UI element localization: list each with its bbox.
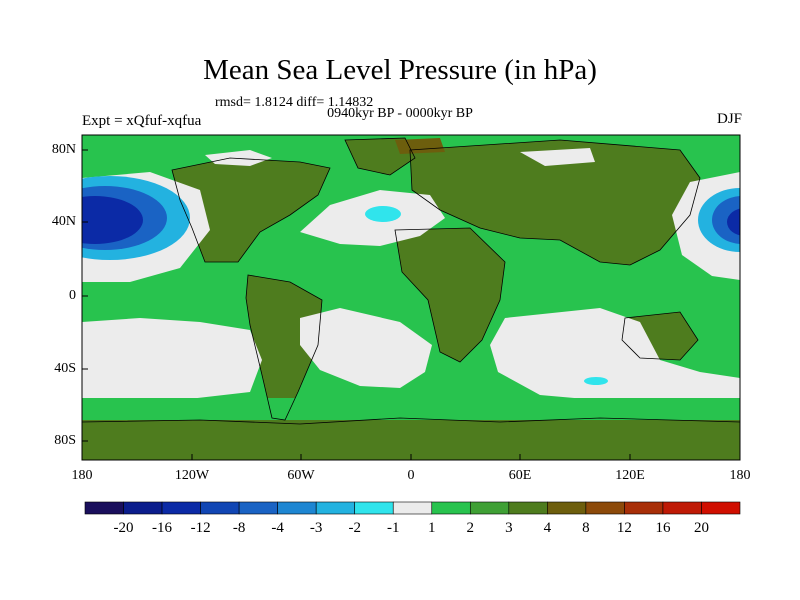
lon-label-60w: 60W xyxy=(287,468,315,483)
experiment-label: Expt = xQfuf-xqfua xyxy=(82,113,202,129)
colorbar-swatch xyxy=(585,501,625,515)
low-east-mid xyxy=(712,196,740,244)
colorbar-label: -1 xyxy=(386,520,400,536)
lat-label-80s: 80S xyxy=(54,433,76,448)
colorbar-label: 4 xyxy=(543,520,552,536)
africa-coast xyxy=(394,227,506,363)
indian-ocean-cyan-patch xyxy=(584,377,608,385)
low-west-center xyxy=(82,196,143,244)
antarctica-coast xyxy=(82,417,740,425)
north-pacific-low-east xyxy=(698,188,740,252)
atlantic-cyan-patch xyxy=(365,206,401,222)
colorbar-label: 16 xyxy=(655,520,671,536)
colorbar-label: -12 xyxy=(190,520,211,536)
southern-ocean-green xyxy=(82,398,740,420)
eurasia-coast xyxy=(409,139,701,266)
lon-label-60e: 60E xyxy=(508,468,532,483)
colorbar-swatch xyxy=(84,501,124,515)
lon-label-120w: 120W xyxy=(174,468,210,483)
colorbar-swatch xyxy=(354,501,394,515)
north-america-coast xyxy=(171,157,331,263)
arctic-white-patches xyxy=(205,148,595,166)
coastlines xyxy=(82,137,740,425)
rmsd-diff-stats: rmsd= 1.8124 diff= 1.14832 xyxy=(215,95,374,110)
colorbar-swatch xyxy=(200,501,240,515)
pressure-field xyxy=(82,135,740,460)
colorbar-swatch xyxy=(315,501,356,515)
period-subtitle: 0940kyr BP - 0000kyr BP xyxy=(327,106,473,121)
south-america-coast xyxy=(245,274,323,421)
antarctica-land xyxy=(82,418,740,460)
lat-label-40n: 40N xyxy=(51,214,76,229)
colorbar-label: 2 xyxy=(466,520,475,536)
colorbar-label: 3 xyxy=(505,520,513,536)
colorbar-swatch xyxy=(469,501,510,515)
colorbar-swatch xyxy=(431,501,471,515)
lat-label-0: 0 xyxy=(69,288,76,303)
colorbar-swatch xyxy=(662,501,702,515)
map-title: Mean Sea Level Pressure (in hPa) xyxy=(203,54,597,86)
africa-land xyxy=(395,228,505,362)
colorbar-label: -16 xyxy=(152,520,173,536)
lon-label-180e: 180 xyxy=(729,468,751,483)
colorbar-swatch xyxy=(547,501,587,515)
south-america-land xyxy=(246,275,322,420)
colorbar-label: -8 xyxy=(232,520,246,536)
colorbar-label: -4 xyxy=(271,520,284,536)
lon-label-120e: 120E xyxy=(615,468,645,483)
colorbar-swatch xyxy=(123,501,163,515)
low-east-center xyxy=(727,208,740,236)
lon-label-0: 0 xyxy=(407,468,415,483)
lat-label-80n: 80N xyxy=(51,142,76,157)
colorbar xyxy=(84,501,741,515)
colorbar-label: -20 xyxy=(113,520,134,536)
indian-ocean-white xyxy=(490,308,740,402)
south-pacific-white xyxy=(82,318,262,400)
colorbar-swatch xyxy=(701,501,741,515)
north-pacific-low-west xyxy=(82,176,190,260)
colorbar-label: 12 xyxy=(616,520,632,536)
colorbar-label: -3 xyxy=(309,520,323,536)
north-america-land xyxy=(172,158,330,262)
greenland-coast xyxy=(344,137,416,176)
season-label: DJF xyxy=(716,111,742,127)
axis-ticks xyxy=(81,149,741,460)
arctic-brown-patch xyxy=(395,138,445,154)
colorbar-label: 1 xyxy=(428,520,436,536)
greenland-land xyxy=(345,138,415,175)
colorbar-label: 8 xyxy=(582,520,590,536)
eurasia-land xyxy=(410,140,700,265)
colorbar-swatch xyxy=(508,501,548,515)
colorbar-swatch xyxy=(392,501,433,515)
lat-label-40s: 40S xyxy=(54,361,76,376)
colorbar-label: -2 xyxy=(348,520,361,536)
south-atlantic-white xyxy=(300,308,432,388)
lon-label-180w: 180 xyxy=(71,468,93,483)
colorbar-swatch xyxy=(277,501,317,515)
colorbar-swatch xyxy=(238,501,278,515)
australia-coast xyxy=(621,311,699,361)
colorbar-label: 20 xyxy=(693,520,709,536)
colorbar-swatch xyxy=(161,501,201,515)
colorbar-swatch xyxy=(624,501,664,515)
land-regions xyxy=(82,138,740,460)
